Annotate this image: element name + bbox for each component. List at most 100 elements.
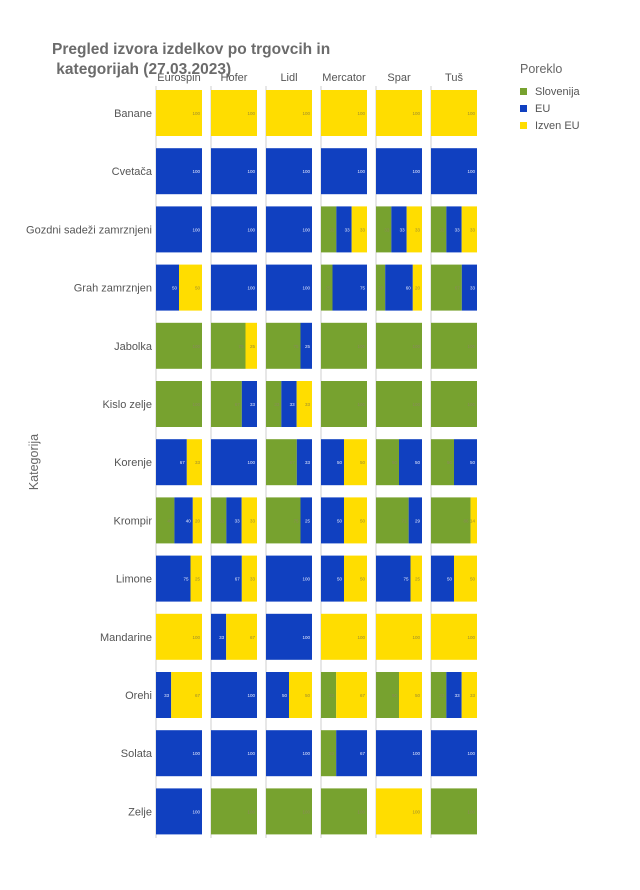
data-label-grah-zamrznjen-lidl-eu: 100 xyxy=(302,286,310,291)
bar-segment-jabolka-mercator-slovenija xyxy=(321,322,367,369)
bar-segment-orehi-mercator-slovenija xyxy=(321,672,337,718)
bar-segment-gozdni-sadezi-zamrznjeni-mercator-eu xyxy=(336,206,352,253)
data-label-banane-tus-izven-eu: 100 xyxy=(467,111,475,116)
bar-segment-krompir-spar-eu xyxy=(408,497,422,544)
bar-segment-korenje-eurospin-eu xyxy=(156,439,187,486)
bar-segment-gozdni-sadezi-zamrznjeni-mercator-slovenija xyxy=(321,206,337,253)
data-label-solata-tus-eu: 100 xyxy=(467,751,475,756)
bar-segment-cvetaca-spar-eu xyxy=(376,148,422,195)
data-label-orehi-tus-izven-eu: 33 xyxy=(470,693,476,698)
data-label-krompir-mercator-izven-eu: 50 xyxy=(360,518,366,523)
category-label-korenje: Korenje xyxy=(114,457,152,469)
data-label-grah-zamrznjen-spar-eu: 60 xyxy=(406,286,412,291)
bar-segment-solata-spar-eu xyxy=(376,730,422,777)
data-label-jabolka-lidl-slovenija: 75 xyxy=(293,344,299,349)
data-label-banane-mercator-izven-eu: 100 xyxy=(357,111,365,116)
y-axis-title: Kategorija xyxy=(27,434,41,490)
data-label-gozdni-sadezi-zamrznjeni-tus-izven-eu: 33 xyxy=(470,227,476,232)
bar-segment-grah-zamrznjen-spar-izven-eu xyxy=(412,264,422,311)
data-label-zelje-tus-slovenija: 100 xyxy=(467,809,475,814)
bar-segment-jabolka-hofer-izven-eu xyxy=(245,322,257,369)
store-header-tus: Tuš xyxy=(445,72,463,84)
category-label-mandarine: Mandarine xyxy=(100,632,152,644)
category-label-krompir: Krompir xyxy=(113,515,152,527)
bar-segment-orehi-tus-eu xyxy=(446,672,462,718)
bar-segment-limone-tus-eu xyxy=(431,555,454,602)
data-label-grah-zamrznjen-eurospin-eu: 50 xyxy=(172,286,178,291)
data-label-grah-zamrznjen-eurospin-izven-eu: 50 xyxy=(195,286,201,291)
data-label-korenje-spar-slovenija: 50 xyxy=(392,460,398,465)
data-label-kislo-zelje-lidl-slovenija: 33 xyxy=(274,402,280,407)
bar-segment-grah-zamrznjen-hofer-eu xyxy=(211,264,257,311)
bar-segment-orehi-tus-izven-eu xyxy=(461,672,477,718)
bar-segment-zelje-spar-izven-eu xyxy=(376,788,422,835)
bar-segment-kislo-zelje-spar-slovenija xyxy=(376,381,422,427)
data-label-limone-spar-eu: 75 xyxy=(403,577,409,582)
bar-segment-korenje-tus-slovenija xyxy=(431,439,454,486)
data-label-solata-mercator-eu: 67 xyxy=(360,751,366,756)
data-label-krompir-lidl-eu: 25 xyxy=(305,518,311,523)
bar-segment-limone-lidl-eu xyxy=(266,555,312,602)
bar-segment-kislo-zelje-hofer-slovenija xyxy=(211,381,242,427)
bar-segment-mandarine-lidl-eu xyxy=(266,613,312,660)
bar-segment-jabolka-lidl-slovenija xyxy=(266,322,301,369)
bar-segment-zelje-mercator-slovenija xyxy=(321,788,367,835)
bar-segment-kislo-zelje-tus-slovenija xyxy=(431,381,477,427)
bar-segment-krompir-tus-izven-eu xyxy=(470,497,477,544)
bar-segment-orehi-spar-slovenija xyxy=(376,672,399,718)
store-header-hofer: Hofer xyxy=(221,72,248,84)
data-label-solata-spar-eu: 100 xyxy=(412,751,420,756)
bar-segment-orehi-lidl-izven-eu xyxy=(289,672,312,718)
data-label-kislo-zelje-mercator-slovenija: 100 xyxy=(357,402,365,407)
data-label-orehi-tus-eu: 33 xyxy=(455,693,461,698)
bar-segment-grah-zamrznjen-eurospin-eu xyxy=(156,264,179,311)
bar-segment-solata-lidl-eu xyxy=(266,730,312,777)
bar-segment-banane-hofer-izven-eu xyxy=(211,90,257,136)
data-label-gozdni-sadezi-zamrznjeni-spar-slovenija: 33 xyxy=(384,227,390,232)
data-label-krompir-eurospin-izven-eu: 20 xyxy=(195,518,201,523)
data-label-orehi-mercator-izven-eu: 67 xyxy=(360,693,366,698)
bar-segment-kislo-zelje-hofer-eu xyxy=(241,381,257,427)
bar-segment-banane-mercator-izven-eu xyxy=(321,90,367,136)
bar-segment-gozdni-sadezi-zamrznjeni-spar-slovenija xyxy=(376,206,392,253)
data-label-korenje-lidl-eu: 33 xyxy=(305,460,311,465)
data-label-orehi-tus-slovenija: 33 xyxy=(439,693,445,698)
data-label-mandarine-eurospin-izven-eu: 100 xyxy=(192,635,200,640)
data-label-zelje-hofer-slovenija: 100 xyxy=(247,809,255,814)
bar-segment-gozdni-sadezi-zamrznjeni-tus-izven-eu xyxy=(461,206,477,253)
bar-segment-korenje-lidl-slovenija xyxy=(266,439,297,486)
data-label-limone-tus-izven-eu: 50 xyxy=(470,577,476,582)
bar-segment-korenje-hofer-eu xyxy=(211,439,257,486)
data-label-orehi-lidl-eu: 50 xyxy=(282,693,288,698)
data-label-jabolka-eurospin-slovenija: 100 xyxy=(192,344,200,349)
bar-segment-orehi-spar-izven-eu xyxy=(399,672,422,718)
data-label-orehi-lidl-izven-eu: 50 xyxy=(305,693,311,698)
category-label-solata: Solata xyxy=(121,748,153,760)
data-label-orehi-eurospin-eu: 33 xyxy=(164,693,170,698)
category-label-limone: Limone xyxy=(116,574,152,586)
bar-segment-grah-zamrznjen-mercator-eu xyxy=(332,264,367,311)
bar-segment-limone-hofer-eu xyxy=(211,555,242,602)
bar-segment-grah-zamrznjen-eurospin-izven-eu xyxy=(179,264,202,311)
bar-segment-korenje-spar-slovenija xyxy=(376,439,399,486)
legend-title: Poreklo xyxy=(520,62,563,76)
data-label-orehi-hofer-eu: 100 xyxy=(247,693,255,698)
bar-segment-korenje-lidl-eu xyxy=(296,439,312,486)
bar-segment-korenje-eurospin-izven-eu xyxy=(186,439,202,486)
chart-title: Pregled izvora izdelkov po trgovcih in k… xyxy=(52,41,331,78)
data-label-krompir-hofer-slovenija: 33 xyxy=(219,518,225,523)
bar-segment-krompir-spar-slovenija xyxy=(376,497,409,544)
data-label-limone-hofer-eu: 67 xyxy=(235,577,241,582)
data-label-solata-mercator-slovenija: 33 xyxy=(329,751,335,756)
data-label-limone-hofer-izven-eu: 33 xyxy=(250,577,256,582)
bar-segment-solata-mercator-eu xyxy=(336,730,367,777)
data-label-limone-mercator-izven-eu: 50 xyxy=(360,577,366,582)
bar-segment-solata-mercator-slovenija xyxy=(321,730,337,777)
bar-segment-kislo-zelje-lidl-eu xyxy=(281,381,297,427)
data-label-grah-zamrznjen-mercator-eu: 75 xyxy=(360,286,366,291)
bar-segment-gozdni-sadezi-zamrznjeni-hofer-eu xyxy=(211,206,257,253)
category-label-jabolka: Jabolka xyxy=(114,341,153,353)
bar-segment-limone-eurospin-izven-eu xyxy=(190,555,202,602)
data-label-gozdni-sadezi-zamrznjeni-spar-izven-eu: 33 xyxy=(415,227,421,232)
data-label-kislo-zelje-hofer-slovenija: 67 xyxy=(235,402,241,407)
